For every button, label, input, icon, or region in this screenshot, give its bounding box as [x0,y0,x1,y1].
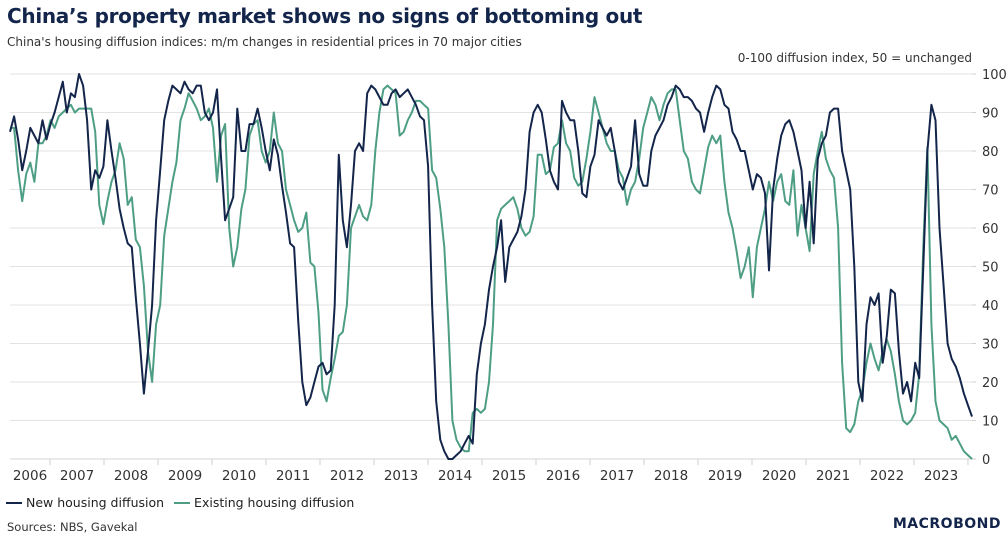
y-axis-unit-label: 0-100 diffusion index, 50 = unchanged [737,51,972,65]
y-tick-label: 70 [982,184,999,199]
x-tick-label: 2010 [222,468,256,484]
x-tick-label: 2008 [114,468,148,484]
y-tick-label: 50 [982,261,999,276]
y-tick-label: 20 [982,376,999,391]
x-tick-label: 2007 [60,468,94,484]
x-tick-label: 2013 [384,468,418,484]
x-tick-label: 2011 [276,468,310,484]
x-tick-label: 2016 [546,468,580,484]
y-tick-label: 40 [982,299,999,314]
y-tick-label: 10 [982,415,999,430]
legend-swatch-new-housing [6,501,22,504]
y-tick-label: 30 [982,338,999,353]
y-tick-label: 60 [982,222,999,237]
x-tick-label: 2015 [492,468,526,484]
chart-subtitle: China's housing diffusion indices: m/m c… [7,35,522,49]
y-tick-label: 80 [982,145,999,160]
legend-label-existing-housing: Existing housing diffusion [194,495,355,510]
legend: New housing diffusion Existing housing d… [6,495,354,510]
x-tick-label: 2009 [168,468,202,484]
x-tick-label: 2017 [600,468,634,484]
legend-label-new-housing: New housing diffusion [26,495,165,510]
x-tick-label: 2019 [708,468,742,484]
x-tick-label: 2018 [654,468,688,484]
x-tick-label: 2012 [330,468,364,484]
x-tick-label: 2006 [13,468,47,484]
y-tick-label: 0 [982,453,990,468]
legend-item-existing-housing: Existing housing diffusion [174,495,354,510]
legend-item-new-housing: New housing diffusion [6,495,164,510]
y-tick-label: 100 [982,68,1007,83]
x-tick-label: 2014 [438,468,472,484]
x-tick-label: 2023 [924,468,958,484]
source-note: Sources: NBS, Gavekal [7,520,138,534]
y-tick-label: 90 [982,107,999,122]
x-tick-label: 2021 [816,468,850,484]
x-tick-label: 2020 [762,468,796,484]
macrobond-logo: MACROBOND [892,516,1001,532]
legend-swatch-existing-housing [174,501,191,504]
x-tick-label: 2022 [870,468,904,484]
chart-title: China’s property market shows no signs o… [7,4,643,28]
series-line-new-housing-diffusion [9,73,973,460]
